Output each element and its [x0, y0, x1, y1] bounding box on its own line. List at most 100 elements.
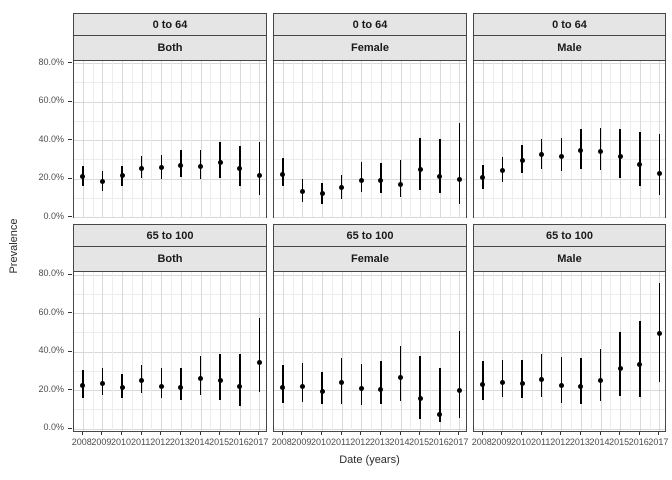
gridline-v-major: [439, 272, 441, 431]
data-point: [558, 382, 564, 388]
error-bar: [239, 354, 241, 407]
data-point: [256, 359, 262, 365]
data-point: [158, 165, 164, 171]
y-axis-tick-mark: [68, 216, 72, 217]
gridline-h-major: [474, 140, 665, 141]
error-bar: [419, 138, 421, 191]
x-axis-tick-label: 2010: [111, 437, 132, 447]
gridline-h-major: [74, 140, 266, 141]
gridline-h-major: [74, 217, 266, 218]
gridline-v-major: [141, 272, 143, 431]
x-axis-tick-mark: [501, 432, 503, 435]
gridline-h-major: [74, 351, 266, 353]
gridline-h-major: [274, 140, 466, 141]
plot-panel: [73, 271, 267, 432]
facet-strip-age-group: 0 to 64: [73, 13, 267, 36]
x-axis-tick-mark: [81, 432, 83, 435]
gridline-v-major: [502, 272, 504, 431]
gridline-h-minor: [474, 82, 665, 84]
x-axis-tick-mark: [638, 432, 640, 435]
gridline-v-minor: [131, 61, 133, 217]
facet-strip-age-group: 0 to 64: [473, 13, 666, 36]
gridline-v-major: [102, 272, 104, 431]
x-axis-tick-mark: [521, 432, 523, 435]
y-axis-tick-mark: [68, 350, 72, 352]
gridline-v-minor: [429, 61, 431, 217]
gridline-v-major: [420, 272, 422, 431]
facet-strip-age-group: 65 to 100: [73, 224, 267, 247]
gridline-v-minor: [131, 272, 133, 431]
error-bar: [639, 132, 641, 187]
x-axis-tick-mark: [321, 432, 323, 435]
gridline-v-minor: [351, 272, 353, 431]
facet-strip-age-group: 0 to 64: [273, 13, 467, 36]
x-axis-tick-mark: [399, 432, 401, 435]
gridline-h-major: [274, 101, 466, 103]
gridline-v-minor: [449, 61, 451, 217]
data-point: [99, 178, 105, 184]
gridline-v-minor: [492, 272, 494, 431]
facet-strip-sex: Female: [273, 35, 467, 61]
gridline-v-major: [439, 61, 441, 217]
gridline-v-minor: [429, 272, 431, 431]
x-axis-tick-mark: [481, 432, 483, 435]
gridline-v-minor: [531, 272, 533, 431]
data-point: [499, 379, 505, 385]
error-bar: [658, 134, 661, 195]
gridline-v-major: [82, 61, 84, 217]
gridline-v-major: [400, 61, 402, 217]
gridline-v-minor: [492, 61, 494, 217]
gridline-v-minor: [449, 272, 451, 431]
data-point: [99, 380, 105, 386]
gridline-h-minor: [274, 293, 466, 295]
gridline-v-major: [361, 61, 363, 217]
error-bar: [180, 367, 182, 400]
data-point: [398, 181, 404, 187]
gridline-h-minor: [74, 159, 266, 161]
gridline-v-minor: [571, 272, 573, 431]
gridline-h-minor: [274, 197, 466, 199]
gridline-h-minor: [274, 120, 466, 122]
data-point: [558, 153, 564, 159]
x-axis-tick-mark: [258, 432, 260, 435]
x-axis-tick-label: 2016: [428, 437, 449, 447]
x-axis-tick-mark: [379, 432, 381, 435]
error-bar: [458, 331, 461, 418]
x-axis-tick-label: 2009: [91, 437, 112, 447]
gridline-v-major: [180, 61, 182, 217]
gridline-v-major: [122, 272, 124, 431]
x-axis-tick-label: 2017: [648, 437, 669, 447]
gridline-h-major: [74, 178, 266, 180]
error-bar: [301, 363, 304, 402]
gridline-v-major: [102, 61, 104, 217]
gridline-h-minor: [74, 293, 266, 295]
x-axis-tick-label: 2008: [71, 437, 92, 447]
error-bar: [639, 320, 641, 397]
data-point: [598, 149, 604, 155]
facet-strip-age-group: 65 to 100: [473, 224, 666, 247]
data-point: [339, 184, 345, 190]
x-axis-tick-mark: [419, 432, 421, 435]
plot-panel: [273, 60, 467, 218]
x-axis-tick-label: 2011: [530, 437, 551, 447]
data-point: [280, 172, 286, 178]
gridline-h-major: [274, 217, 466, 218]
data-point: [319, 389, 325, 395]
gridline-h-major: [274, 63, 466, 64]
gridline-h-major: [74, 274, 266, 276]
data-point: [358, 177, 364, 183]
y-axis-tick-mark: [68, 177, 72, 179]
y-axis-tick-label: 40.0%: [38, 133, 64, 144]
data-point: [456, 388, 462, 394]
gridline-v-minor: [249, 272, 251, 431]
y-axis-tick-label: 40.0%: [38, 345, 64, 355]
gridline-v-major: [380, 61, 382, 217]
data-point: [617, 366, 623, 372]
gridline-v-major: [239, 61, 241, 217]
x-axis-tick-mark: [619, 432, 621, 435]
gridline-h-major: [274, 390, 466, 391]
gridline-h-minor: [474, 370, 665, 372]
gridline-v-minor: [92, 61, 94, 217]
y-axis-tick-label: 80.0%: [38, 56, 64, 67]
gridline-v-major: [341, 272, 343, 431]
